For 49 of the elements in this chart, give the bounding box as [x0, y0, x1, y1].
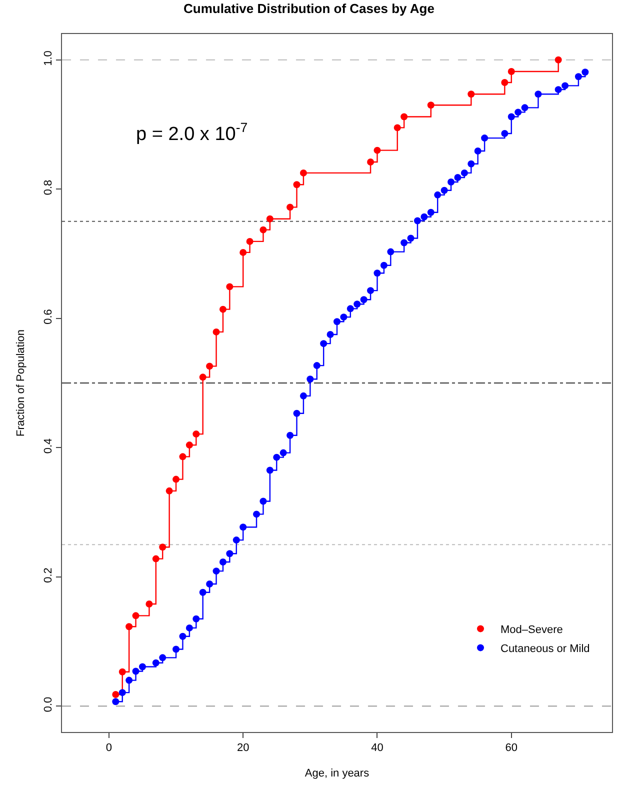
point	[199, 374, 206, 381]
point	[374, 146, 381, 154]
x-tick-label: 0	[106, 742, 112, 754]
point	[367, 158, 374, 166]
point	[112, 691, 120, 698]
point	[166, 487, 173, 494]
point	[219, 306, 226, 313]
y-tick-label: 0.6	[42, 309, 55, 324]
point	[286, 204, 294, 211]
legend-label: Cutaneous or Mild	[500, 642, 590, 655]
point	[212, 328, 220, 336]
legend-label: Mod–Severe	[500, 624, 563, 636]
point	[427, 102, 434, 109]
point	[246, 238, 254, 245]
y-tick-label: 0.4	[42, 438, 55, 454]
point	[186, 442, 193, 449]
x-axis-title: Age, in years	[304, 767, 370, 780]
point	[260, 226, 267, 234]
point	[118, 668, 126, 676]
point	[126, 623, 133, 630]
y-tick-label: 0.2	[42, 568, 55, 583]
point	[468, 90, 475, 98]
y-tick-label: 0.8	[42, 180, 55, 196]
point	[172, 476, 180, 483]
point	[394, 124, 401, 132]
point	[300, 169, 307, 176]
point	[554, 56, 562, 64]
point	[132, 612, 140, 620]
annotation: p = 2.0 x 10$^{-7}$	[136, 120, 248, 145]
chart-title: Cumulative Distribution of Cases by Age	[184, 1, 434, 16]
point	[159, 544, 166, 551]
point	[508, 68, 515, 75]
point	[146, 600, 153, 608]
y-tick-label: 0.0	[42, 696, 55, 712]
point	[179, 453, 186, 460]
point	[206, 362, 214, 370]
point	[400, 113, 408, 120]
point	[240, 248, 247, 256]
point	[152, 555, 160, 562]
y-axis-title: Fraction of Population	[15, 329, 28, 437]
x-tick-label: 20	[236, 742, 250, 754]
point	[226, 283, 234, 290]
x-tick-label: 60	[505, 742, 518, 754]
x-tick-label: 40	[371, 742, 384, 754]
point	[293, 181, 300, 188]
point	[501, 78, 508, 86]
point	[266, 215, 274, 222]
y-tick-label: 1.0	[42, 50, 55, 66]
point	[192, 430, 200, 438]
